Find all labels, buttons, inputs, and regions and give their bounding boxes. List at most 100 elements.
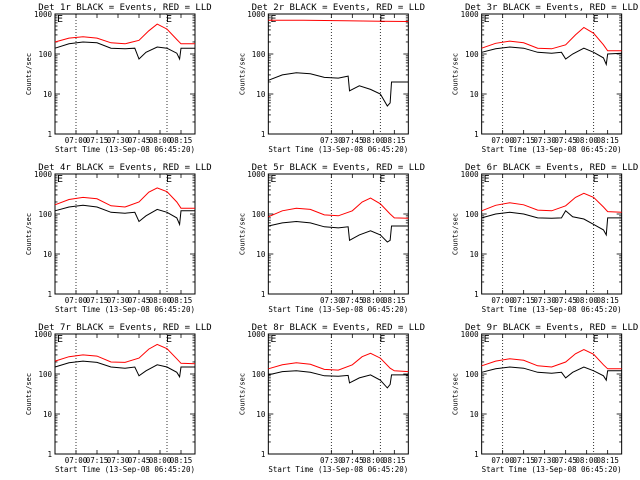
series-line-lld xyxy=(268,197,409,219)
x-tick-label: 08:15 xyxy=(383,456,406,465)
y-axis-label: Counts/sec xyxy=(452,373,460,415)
plot-title: Det 1r BLACK = Events, RED = LLD xyxy=(38,3,211,13)
x-tick-label: 07:00 xyxy=(65,456,88,465)
y-tick-label: 1 xyxy=(261,450,266,459)
x-tick-label: 07:45 xyxy=(128,296,151,305)
plot-frame xyxy=(54,333,196,455)
x-tick-label: 07:45 xyxy=(128,456,151,465)
x-axis-label: Start Time (13-Sep-08 06:45:20) xyxy=(268,305,408,314)
x-tick-label: 07:45 xyxy=(341,296,364,305)
series-line-events xyxy=(54,41,195,61)
y-tick-label: 1 xyxy=(261,130,266,139)
plot-title: Det 4r BLACK = Events, RED = LLD xyxy=(38,163,211,173)
x-axis-label: Start Time (13-Sep-08 06:45:20) xyxy=(55,145,195,154)
y-tick-label: 1000 xyxy=(247,10,266,19)
series-line-lld xyxy=(54,343,196,365)
y-tick-label: 1 xyxy=(47,130,52,139)
top-e-marker: E xyxy=(379,174,385,185)
x-axis-label: Start Time (13-Sep-08 06:45:20) xyxy=(482,305,622,314)
series-line-lld xyxy=(54,23,195,45)
plot-frame xyxy=(54,173,196,295)
y-tick-label: 10 xyxy=(470,410,480,419)
y-axis-label: Counts/sec xyxy=(452,213,460,255)
corner-e-label: E xyxy=(484,14,490,25)
plot-frame xyxy=(54,13,196,135)
plot-frame xyxy=(267,173,409,295)
plot-frame xyxy=(267,13,409,135)
corner-e-label: E xyxy=(57,174,63,185)
x-tick-label: 08:15 xyxy=(596,296,619,305)
x-tick-label: 08:00 xyxy=(149,456,172,465)
x-tick-label: 08:00 xyxy=(149,296,172,305)
y-axis-label: Counts/sec xyxy=(238,213,246,255)
y-axis-label: Counts/sec xyxy=(238,53,246,95)
plot-panel: Det 4r BLACK = Events, RED = LLD 1 10 100 10… xyxy=(25,163,212,314)
x-tick-label: 08:00 xyxy=(362,136,385,145)
x-tick-label: 07:30 xyxy=(107,136,130,145)
y-tick-label: 1000 xyxy=(461,330,480,339)
plot-title: Det 9r BLACK = Events, RED = LLD xyxy=(465,323,638,333)
x-tick-label: 07:15 xyxy=(86,136,109,145)
plot-title: Det 3r BLACK = Events, RED = LLD xyxy=(465,3,638,13)
y-tick-label: 1 xyxy=(474,450,479,459)
x-tick-label: 08:15 xyxy=(383,136,406,145)
corner-e-label: E xyxy=(57,14,63,25)
top-e-marker: E xyxy=(593,334,599,345)
y-tick-label: 1 xyxy=(47,290,52,299)
y-tick-label: 100 xyxy=(38,210,52,219)
y-tick-label: 1000 xyxy=(461,170,480,179)
x-axis-label: Start Time (13-Sep-08 06:45:20) xyxy=(268,465,408,474)
top-e-marker: E xyxy=(166,334,172,345)
y-tick-label: 100 xyxy=(465,210,479,219)
x-tick-label: 07:00 xyxy=(491,296,514,305)
corner-e-label: E xyxy=(270,14,276,25)
x-tick-label: 08:15 xyxy=(596,136,619,145)
y-axis-label: Counts/sec xyxy=(25,373,33,415)
x-tick-label: 08:00 xyxy=(362,296,385,305)
series-line-events xyxy=(54,360,195,379)
corner-e-label: E xyxy=(484,334,490,345)
y-tick-label: 10 xyxy=(43,250,53,259)
x-tick-label: 08:00 xyxy=(575,296,598,305)
top-e-marker: E xyxy=(379,334,385,345)
plot-title: Det 5r BLACK = Events, RED = LLD xyxy=(252,163,425,173)
top-e-marker: E xyxy=(593,14,599,25)
y-tick-label: 1 xyxy=(47,450,52,459)
plot-title: Det 6r BLACK = Events, RED = LLD xyxy=(465,163,638,173)
y-tick-label: 10 xyxy=(43,90,53,99)
x-tick-label: 07:45 xyxy=(341,456,364,465)
x-tick-label: 07:30 xyxy=(320,136,343,145)
x-tick-label: 07:45 xyxy=(554,136,577,145)
y-tick-label: 1000 xyxy=(34,170,53,179)
x-tick-label: 08:00 xyxy=(362,456,385,465)
plot-title: Det 2r BLACK = Events, RED = LLD xyxy=(252,3,425,13)
x-tick-label: 08:15 xyxy=(170,296,193,305)
corner-e-label: E xyxy=(270,334,276,345)
x-tick-label: 07:30 xyxy=(320,296,343,305)
y-tick-label: 100 xyxy=(38,370,52,379)
series-line-events xyxy=(481,46,622,67)
series-line-events xyxy=(268,220,409,243)
top-e-marker: E xyxy=(379,14,385,25)
y-tick-label: 100 xyxy=(38,50,52,59)
y-axis-label: Counts/sec xyxy=(238,373,246,415)
series-line-lld xyxy=(481,26,622,52)
x-tick-label: 07:30 xyxy=(533,296,556,305)
plot-frame xyxy=(267,333,409,455)
y-tick-label: 1000 xyxy=(461,10,480,19)
x-tick-label: 07:30 xyxy=(533,456,556,465)
y-tick-label: 100 xyxy=(252,50,266,59)
plot-frame xyxy=(481,333,623,455)
plot-frame xyxy=(481,173,623,295)
x-axis-label: Start Time (13-Sep-08 06:45:20) xyxy=(482,465,622,474)
x-tick-label: 08:15 xyxy=(170,136,193,145)
x-axis-label: Start Time (13-Sep-08 06:45:20) xyxy=(268,145,408,154)
x-tick-label: 07:00 xyxy=(65,296,88,305)
x-tick-label: 07:15 xyxy=(512,456,535,465)
plot-panel: Det 9r BLACK = Events, RED = LLD 1 10 100 10… xyxy=(452,323,639,474)
x-tick-label: 07:30 xyxy=(107,296,130,305)
series-line-lld xyxy=(481,192,622,213)
y-tick-label: 100 xyxy=(252,210,266,219)
x-tick-label: 07:45 xyxy=(128,136,151,145)
